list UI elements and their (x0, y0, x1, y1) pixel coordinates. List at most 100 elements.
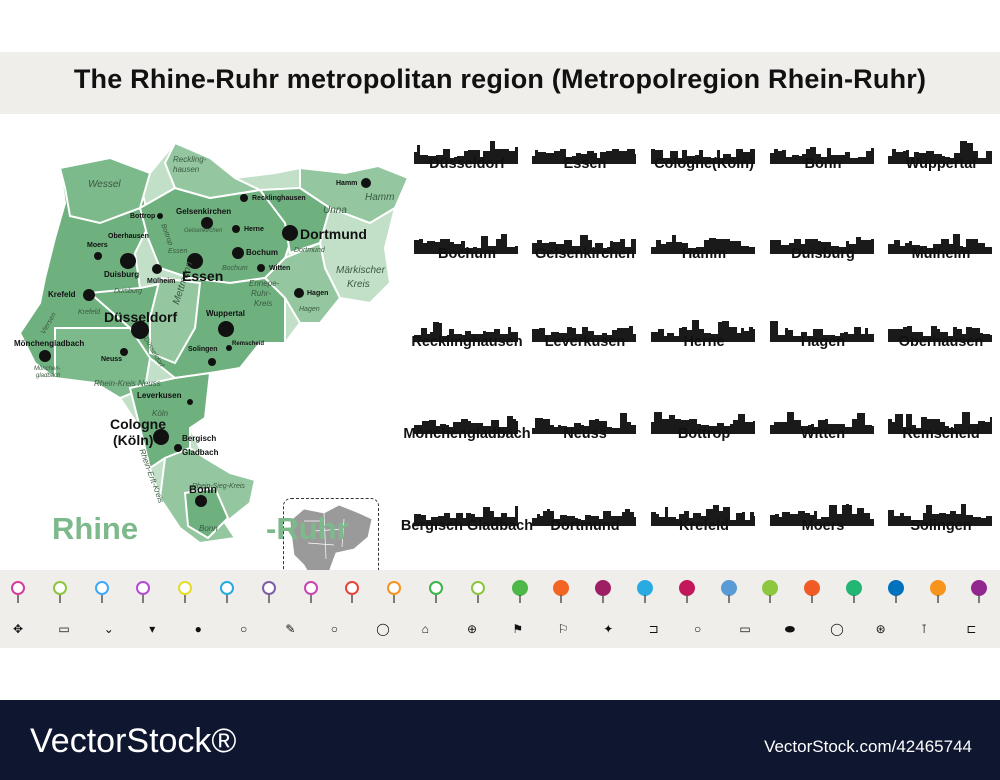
skyline-city-name: Duisburg (791, 246, 855, 262)
skyline-city-name: Leverkusen (544, 334, 626, 350)
poi-glyph-icon[interactable]: ⚐ (557, 622, 569, 636)
poi-glyph-icon[interactable]: ⊛ (875, 622, 886, 636)
skyline-silhouette-icon (888, 504, 992, 526)
map-pin-icon[interactable] (52, 580, 68, 604)
poi-glyph-icon[interactable]: ⊺ (921, 622, 928, 636)
map-pin-icon[interactable] (804, 580, 821, 604)
map-pin-icon[interactable] (678, 580, 695, 604)
skyline-city-name: Cologne(Köln) (654, 156, 754, 172)
poi-glyph-icon[interactable]: ○ (240, 622, 248, 636)
poi-glyph-icon[interactable]: ◯ (830, 622, 844, 636)
region-wessel (58, 156, 152, 225)
skyline-silhouette-icon (414, 141, 518, 164)
skyline-silhouette-icon (888, 141, 992, 164)
skyline-cell: Wuppertal (882, 138, 1000, 192)
map-pin-icon[interactable] (511, 580, 528, 604)
map-shapes (18, 141, 410, 545)
skyline-cell: Remscheid (882, 408, 1000, 462)
skyline-silhouette-icon (888, 412, 992, 434)
poi-glyph-icon[interactable]: ▭ (58, 622, 70, 636)
skyline-silhouette-icon (414, 416, 518, 434)
poi-glyph-icon[interactable]: ○ (694, 622, 702, 636)
skyline-city-name: Remscheid (902, 426, 980, 442)
poi-glyph-icon[interactable]: ⚑ (512, 622, 524, 636)
poi-glyph-icon[interactable]: ⌄ (103, 622, 114, 636)
title-band (0, 52, 1000, 114)
footer-brand[interactable]: VectorStock® (30, 722, 237, 760)
skyline-silhouette-icon (532, 235, 636, 254)
map-pin-icon[interactable] (303, 580, 319, 604)
district-bonn: Bonn (199, 524, 218, 533)
poi-glyph-icon[interactable]: ✦ (603, 622, 614, 636)
skyline-city-name: Essen (563, 156, 607, 172)
skyline-silhouette-icon (414, 322, 518, 342)
city-label-leverkusen: Leverkusen (137, 391, 182, 400)
skyline-city-name: Bonn (804, 156, 842, 172)
map-pin-icon[interactable] (971, 580, 988, 604)
skyline-cell: Hamm (645, 228, 763, 282)
skyline-cell: Herne (645, 316, 763, 370)
map-pin-icon[interactable] (344, 580, 360, 604)
map-pin-icon[interactable] (428, 580, 444, 604)
map-pin-icon[interactable] (720, 580, 737, 604)
map-pin-icon[interactable] (219, 580, 235, 604)
map-pin-icon[interactable] (470, 580, 486, 604)
poi-glyph-icon[interactable]: ⬬ (784, 622, 796, 636)
city-label-solingen: Solingen (188, 346, 218, 353)
poi-glyph-icon[interactable]: ✥ (13, 622, 24, 636)
district-hagen: Hagen (299, 306, 320, 313)
map-pin-icon[interactable] (762, 580, 779, 604)
city-label-gelsenkirchen: Gelsenkirchen (176, 207, 232, 216)
icons-band (0, 570, 1000, 648)
poi-glyph-icon[interactable]: ▾ (149, 622, 156, 636)
city-label-recklinghausen: Recklinghausen (252, 195, 306, 202)
map-pin-icon[interactable] (637, 580, 653, 604)
map-pin-icon[interactable] (553, 580, 570, 604)
district-gelsenkirchen: Gelsenkirchen (184, 228, 223, 234)
map-pin-icon[interactable] (10, 580, 26, 604)
map-pin-icon[interactable] (386, 580, 402, 604)
map-pin-icon[interactable] (846, 580, 862, 604)
poi-glyph-icon[interactable]: ⊏ (966, 622, 977, 636)
poi-glyph-icon[interactable]: ⊐ (648, 622, 659, 636)
map-pin-icon[interactable] (135, 580, 151, 604)
district-rhein-kreis-neuss: Rhein-Kreis Neuss (94, 379, 161, 388)
skyline-silhouette-icon (651, 149, 755, 164)
poi-glyph-icon[interactable]: ○ (330, 622, 339, 636)
skyline-city-name: Düsseldorf (429, 156, 505, 172)
map-word-rhine: Rhine (52, 511, 139, 546)
city-label-moenchengladbach: Mönchengladbach (14, 339, 85, 348)
map-pin-icon[interactable] (177, 580, 193, 604)
skyline-silhouette-icon (414, 234, 518, 254)
district-unna: Unna (323, 205, 347, 216)
map-pin-icon[interactable] (887, 580, 904, 604)
map-pin-icon[interactable] (261, 580, 277, 604)
poi-glyph-icon[interactable]: ● (194, 622, 202, 636)
skyline-silhouette-icon (651, 505, 755, 526)
district-recklinghausen-1: Reckling- (173, 155, 207, 164)
skyline-silhouette-icon (532, 509, 636, 526)
skyline-city-name: Hagen (800, 334, 846, 350)
district-hamm: Hamm (365, 192, 395, 203)
district-dortmund: Dortmund (294, 247, 325, 254)
poi-glyph-icon[interactable]: ✎ (285, 622, 296, 636)
region-cologne (128, 371, 212, 470)
poi-glyph-icon[interactable]: ◯ (376, 622, 390, 636)
poi-glyph-icon[interactable]: ▭ (739, 622, 751, 636)
skyline-city-name: Recklinghausen (411, 334, 523, 350)
district-essen: Essen (168, 248, 188, 255)
city-label-hamm: Hamm (336, 180, 358, 187)
skyline-cell: Solingen (882, 500, 1000, 554)
skyline-city-name: Bochum (438, 246, 496, 262)
skyline-city-name: Neuss (563, 426, 607, 442)
skyline-cell: Bochum (408, 228, 526, 282)
region-recklinghausen (163, 141, 264, 200)
poi-glyph-icon[interactable]: ⊕ (467, 622, 478, 636)
skyline-city-name: Krefeld (679, 518, 729, 534)
poi-glyph-icon[interactable]: ⌂ (421, 622, 429, 636)
map-pin-icon[interactable] (595, 580, 612, 604)
map-pin-icon[interactable] (94, 580, 110, 604)
skyline-cell: Bergisch Gladbach (401, 500, 533, 554)
map-pin-icon[interactable] (929, 580, 946, 604)
city-label-herne: Herne (244, 226, 264, 233)
